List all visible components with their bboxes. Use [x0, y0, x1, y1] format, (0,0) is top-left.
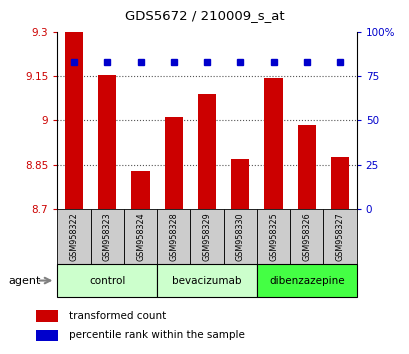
Text: GSM958329: GSM958329: [202, 212, 211, 261]
Text: dibenzazepine: dibenzazepine: [268, 275, 344, 286]
FancyBboxPatch shape: [290, 209, 323, 264]
FancyBboxPatch shape: [124, 209, 157, 264]
Bar: [98, 75, 116, 209]
Text: GSM958324: GSM958324: [136, 212, 145, 261]
Text: control: control: [89, 275, 125, 286]
Text: GSM958325: GSM958325: [268, 212, 277, 261]
Text: agent: agent: [8, 275, 40, 286]
Text: GSM958322: GSM958322: [70, 212, 79, 261]
Text: GSM958323: GSM958323: [103, 212, 112, 261]
Bar: [131, 171, 149, 209]
FancyBboxPatch shape: [256, 264, 356, 297]
Bar: [164, 118, 182, 209]
Text: GSM958330: GSM958330: [235, 212, 244, 261]
FancyBboxPatch shape: [190, 209, 223, 264]
Text: percentile rank within the sample: percentile rank within the sample: [69, 330, 244, 341]
Bar: [36, 330, 58, 341]
FancyBboxPatch shape: [57, 264, 157, 297]
Text: GSM958326: GSM958326: [301, 212, 310, 261]
FancyBboxPatch shape: [57, 209, 90, 264]
Text: GSM958327: GSM958327: [335, 212, 344, 261]
Text: GDS5672 / 210009_s_at: GDS5672 / 210009_s_at: [125, 9, 284, 22]
Bar: [264, 78, 282, 209]
FancyBboxPatch shape: [157, 264, 256, 297]
Bar: [231, 159, 249, 209]
Text: GSM958328: GSM958328: [169, 212, 178, 261]
FancyBboxPatch shape: [256, 209, 290, 264]
FancyBboxPatch shape: [90, 209, 124, 264]
Bar: [330, 157, 348, 209]
Bar: [36, 310, 58, 321]
Text: bevacizumab: bevacizumab: [172, 275, 241, 286]
FancyBboxPatch shape: [223, 209, 256, 264]
Bar: [198, 94, 216, 209]
Bar: [297, 125, 315, 209]
Bar: [65, 32, 83, 209]
Text: transformed count: transformed count: [69, 311, 166, 321]
FancyBboxPatch shape: [323, 209, 356, 264]
FancyBboxPatch shape: [157, 209, 190, 264]
